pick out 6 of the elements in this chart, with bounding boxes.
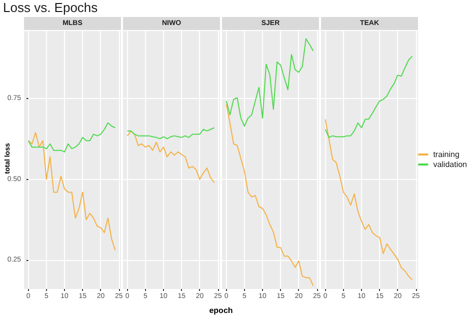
legend-label: validation bbox=[433, 160, 468, 169]
line-series bbox=[28, 132, 116, 251]
line-series bbox=[28, 122, 116, 152]
chart-title: Loss vs. Epochs bbox=[3, 0, 98, 15]
x-axis-title: epoch bbox=[208, 306, 234, 315]
legend-label: training bbox=[433, 150, 460, 159]
